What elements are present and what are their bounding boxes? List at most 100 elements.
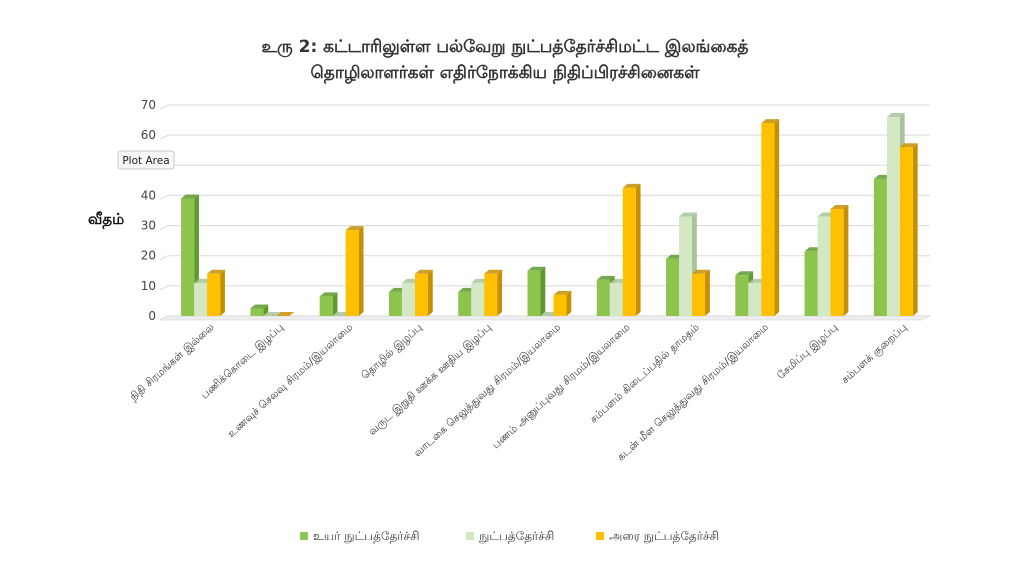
x-tick-label: சம்பளம் கிடைப்பதில் தாமதம் xyxy=(588,321,702,426)
gridline-depth xyxy=(159,104,169,110)
x-tick-label: வருட இறுதி ஊக்க ஊதிய இழப்பு xyxy=(366,321,494,438)
x-tick-label: உணவுச் செலவு சிரமம்/இயலாமை xyxy=(225,321,355,440)
bar-top xyxy=(527,266,546,271)
bar-side xyxy=(635,183,641,316)
bar-front xyxy=(527,270,541,316)
legend-label: அரை நுட்பத்தேர்ச்சி xyxy=(609,529,719,544)
y-tick-label: 20 xyxy=(141,249,156,263)
bar-top xyxy=(345,226,364,231)
bar-top xyxy=(761,119,780,124)
bar-front xyxy=(666,258,680,316)
bar-side xyxy=(843,204,849,316)
y-tick-label: 60 xyxy=(141,128,156,142)
bar-front xyxy=(761,123,775,316)
bar[interactable] xyxy=(692,269,710,316)
bar[interactable] xyxy=(276,312,295,316)
legend-item[interactable]: உயர் நுட்பத்தேர்ச்சி xyxy=(300,529,420,544)
bar-front xyxy=(207,273,221,316)
tooltip-box xyxy=(117,150,175,170)
bar[interactable] xyxy=(830,204,849,316)
bar-front xyxy=(899,147,913,316)
bar-side xyxy=(332,292,338,316)
bar-top xyxy=(250,304,269,309)
bar[interactable] xyxy=(345,226,364,316)
legend-item[interactable]: அரை நுட்பத்தேர்ச்சி xyxy=(596,529,719,544)
bar-top xyxy=(886,113,905,118)
x-tick-label: தொழில் இழப்பு xyxy=(359,321,425,382)
bar-front xyxy=(886,117,900,316)
bar-front xyxy=(458,291,472,316)
gridline-depth xyxy=(159,194,169,200)
bar-top xyxy=(207,269,225,274)
bar[interactable] xyxy=(527,266,546,316)
bar-top xyxy=(622,183,641,188)
y-tick-label: 10 xyxy=(141,279,156,293)
legend-label: உயர் நுட்பத்தேர்ச்சி xyxy=(313,529,420,544)
bar-front xyxy=(484,273,498,316)
bar-top xyxy=(735,271,754,276)
gridline-depth xyxy=(159,225,169,231)
bar-top xyxy=(553,290,572,295)
x-tick-label: சேமிப்பு இழப்பு xyxy=(775,321,840,381)
bar-side xyxy=(497,269,503,316)
bar-top xyxy=(414,269,433,274)
bar-front xyxy=(250,308,264,316)
x-tick-label: வாடகை செலுத்துவது சிரமம்/இயலாமை xyxy=(412,321,564,459)
bar-front xyxy=(194,282,208,316)
plot-area[interactable] xyxy=(181,113,918,316)
bar[interactable] xyxy=(263,312,282,316)
gridline-depth xyxy=(159,255,169,261)
y-tick-label: 40 xyxy=(141,188,156,202)
bar-front xyxy=(817,216,831,316)
bar-top xyxy=(319,292,338,297)
bar-front xyxy=(873,178,887,316)
legend-swatch xyxy=(466,532,474,540)
y-tick-label: 70 xyxy=(141,98,156,112)
bar-side xyxy=(566,290,572,316)
gridlines xyxy=(159,104,931,321)
bar[interactable] xyxy=(250,304,269,316)
bar-top xyxy=(679,212,697,217)
bar-top xyxy=(263,312,282,316)
bar-top xyxy=(692,269,710,274)
bar-front xyxy=(345,230,359,316)
x-axis: நிதி சிரமங்கள் இல்லைபணிக்கொடை இழப்புஉணவு… xyxy=(128,321,911,463)
bar-front xyxy=(735,275,749,316)
y-axis-label: வீதம் xyxy=(88,210,124,229)
bar-front xyxy=(401,282,415,316)
x-tick-label: கடன் மீள செலுத்துவது சிரமம்/இயலாமை xyxy=(615,321,771,463)
chart-floor xyxy=(159,315,931,321)
bar-front xyxy=(319,296,333,316)
bar-side xyxy=(358,226,364,316)
bar[interactable] xyxy=(622,183,641,316)
bar[interactable] xyxy=(899,143,918,316)
bar-front xyxy=(692,273,706,316)
bar[interactable] xyxy=(414,269,433,316)
chart-title: உரு 2: கட்டாரிலுள்ள பல்வேறு நுட்பத்தேர்ச… xyxy=(262,37,749,85)
bar-front xyxy=(804,251,818,316)
bar[interactable] xyxy=(207,269,225,316)
legend-item[interactable]: நுட்பத்தேர்ச்சி xyxy=(466,529,554,544)
bar[interactable] xyxy=(553,290,572,316)
chart-title-line-2: தொழிலாளர்கள் எதிர்நோக்கிய நிதிப்பிரச்சின… xyxy=(311,63,701,85)
chart-title-line-1: உரு 2: கட்டாரிலுள்ள பல்வேறு நுட்பத்தேர்ச… xyxy=(262,37,749,57)
bar-side xyxy=(705,269,710,316)
bar-top xyxy=(830,204,849,209)
bar[interactable] xyxy=(484,269,503,316)
bar-front xyxy=(748,282,762,316)
x-tick-label: சம்பளக் குறைப்பு xyxy=(839,321,911,387)
bar-front xyxy=(388,291,402,316)
x-tick-label: பணம் அனுப்புவது சிரமம்/இயலாமை xyxy=(490,321,633,451)
legend-swatch xyxy=(300,532,308,540)
bar-top xyxy=(181,194,199,199)
bar-front xyxy=(181,198,195,316)
bar[interactable] xyxy=(319,292,338,316)
bar[interactable] xyxy=(761,119,780,316)
legend-label: நுட்பத்தேர்ச்சி xyxy=(479,529,554,544)
bar-front xyxy=(609,282,623,316)
y-tick-label: 0 xyxy=(148,309,156,323)
legend[interactable]: உயர் நுட்பத்தேர்ச்சி நுட்பத்தேர்ச்சி அரை ந… xyxy=(300,529,719,544)
plot-area-tooltip: Plot Area xyxy=(117,150,175,170)
gridline-depth xyxy=(159,285,169,291)
